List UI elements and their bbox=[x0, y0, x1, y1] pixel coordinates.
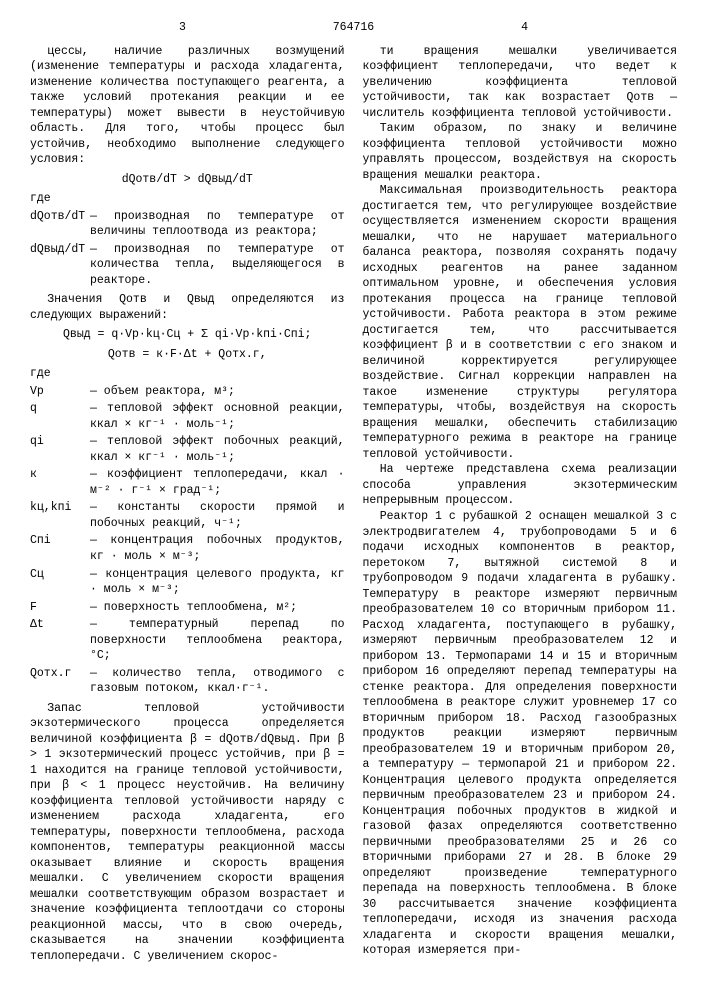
symbol: к bbox=[30, 467, 90, 498]
definitions-block: где dQотв/dT — производная по температур… bbox=[30, 191, 345, 288]
definition: — производная по температуре от количест… bbox=[90, 242, 345, 289]
definition: — поверхность теплообмена, м²; bbox=[90, 600, 345, 616]
definition: — концентрация побочных продуктов, кг · … bbox=[90, 533, 345, 564]
page-number-right: 4 bbox=[521, 20, 528, 36]
definition: — производная по температуре от величины… bbox=[90, 209, 345, 240]
definition-row: Cпi— концентрация побочных продуктов, кг… bbox=[30, 533, 345, 564]
content-columns: цессы, наличие различных возмущений (изм… bbox=[30, 44, 677, 965]
paragraph: Запас тепловой устойчивости экзотермичес… bbox=[30, 701, 345, 965]
definition: — объем реактора, м³; bbox=[90, 384, 345, 400]
page-number-left: 3 bbox=[179, 20, 186, 36]
definition-row: Δt— температурный перепад по поверхности… bbox=[30, 617, 345, 664]
symbol: Vр bbox=[30, 384, 90, 400]
definition: — количество тепла, отводимого с газовым… bbox=[90, 666, 345, 697]
paragraph: На чертеже представлена схема реализации… bbox=[363, 462, 678, 509]
definition-row: Cц— концентрация целевого продукта, кг ·… bbox=[30, 567, 345, 598]
left-column: цессы, наличие различных возмущений (изм… bbox=[30, 44, 345, 965]
symbol: dQотв/dT bbox=[30, 209, 90, 240]
symbol: Δt bbox=[30, 617, 90, 664]
definition-row: Qотх.г— количество тепла, отводимого с г… bbox=[30, 666, 345, 697]
right-column: ти вращения мешалки увеличивается коэффи… bbox=[363, 44, 678, 965]
definition-row: q— тепловой эффект основной реакции, кка… bbox=[30, 401, 345, 432]
definition-row: dQотв/dT — производная по температуре от… bbox=[30, 209, 345, 240]
definition-row: dQвыд/dT — производная по температуре от… bbox=[30, 242, 345, 289]
definition: — тепловой эффект побочных реакций, ккал… bbox=[90, 434, 345, 465]
symbol: q bbox=[30, 401, 90, 432]
symbol: qi bbox=[30, 434, 90, 465]
page-header: 3 764716 4 bbox=[30, 20, 677, 36]
symbol: Qотх.г bbox=[30, 666, 90, 697]
symbol: F bbox=[30, 600, 90, 616]
document-number: 764716 bbox=[333, 21, 374, 34]
symbol: dQвыд/dT bbox=[30, 242, 90, 289]
definition-row: к— коэффициент теплопередачи, ккал · м⁻²… bbox=[30, 467, 345, 498]
definition: — концентрация целевого продукта, кг · м… bbox=[90, 567, 345, 598]
symbol: kц,kпi bbox=[30, 500, 90, 531]
definition-row: kц,kпi— константы скорости прямой и побо… bbox=[30, 500, 345, 531]
definition: — коэффициент теплопередачи, ккал · м⁻² … bbox=[90, 467, 345, 498]
formula-qvyd: Qвыд = q·Vр·kц·Cц + Σ qi·Vр·kпi·Cпi; bbox=[30, 327, 345, 343]
paragraph: Значения Qотв и Qвыд определяются из сле… bbox=[30, 292, 345, 323]
paragraph: цессы, наличие различных возмущений (изм… bbox=[30, 44, 345, 168]
paragraph: Таким образом, по знаку и величине коэфф… bbox=[363, 121, 678, 183]
paragraph: ти вращения мешалки увеличивается коэффи… bbox=[363, 44, 678, 122]
definition-row: Vр— объем реактора, м³; bbox=[30, 384, 345, 400]
where-label: где bbox=[30, 191, 90, 207]
definition-row: F— поверхность теплообмена, м²; bbox=[30, 600, 345, 616]
symbol: Cц bbox=[30, 567, 90, 598]
definition-row: qi— тепловой эффект побочных реакций, кк… bbox=[30, 434, 345, 465]
paragraph: Максимальная производительность реактора… bbox=[363, 183, 678, 462]
formula-inequality: dQотв/dT > dQвыд/dT bbox=[30, 172, 345, 188]
definitions-block: где Vр— объем реактора, м³; q— тепловой … bbox=[30, 366, 345, 696]
definition: — константы скорости прямой и побочных р… bbox=[90, 500, 345, 531]
where-label: где bbox=[30, 366, 90, 382]
definition: — тепловой эффект основной реакции, ккал… bbox=[90, 401, 345, 432]
formula-qotv: Qотв = к·F·Δt + Qотх.г, bbox=[30, 347, 345, 363]
symbol: Cпi bbox=[30, 533, 90, 564]
definition: — температурный перепад по поверхности т… bbox=[90, 617, 345, 664]
paragraph: Реактор 1 с рубашкой 2 оснащен мешалкой … bbox=[363, 509, 678, 959]
